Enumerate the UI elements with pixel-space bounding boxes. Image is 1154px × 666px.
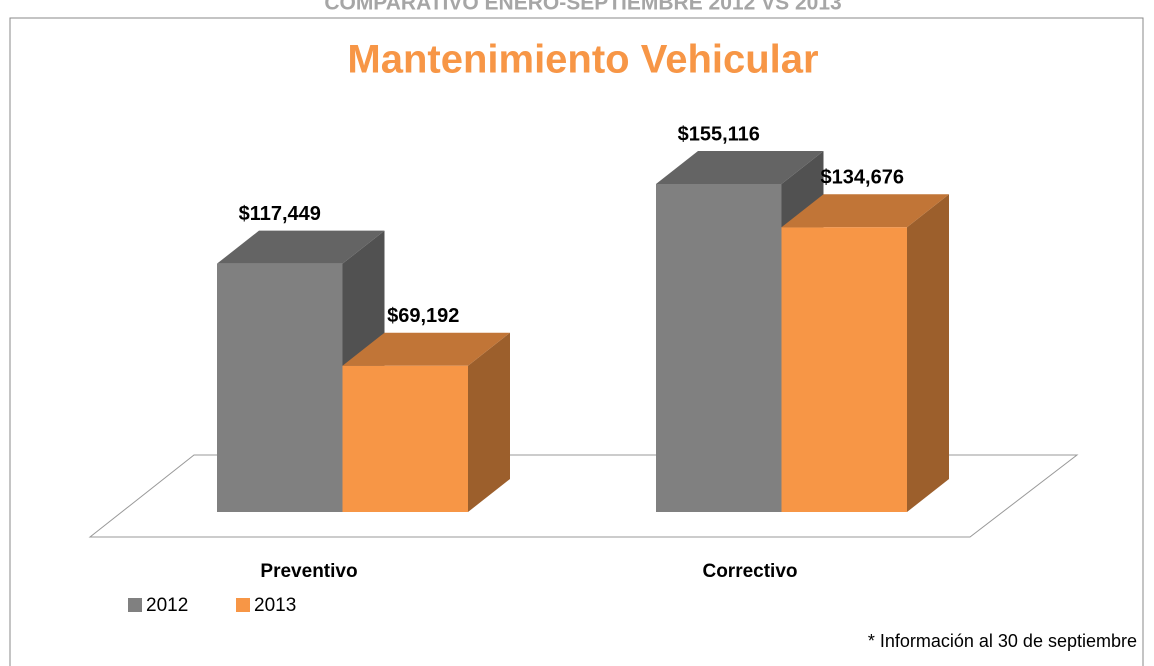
bar-front: [781, 227, 907, 513]
bar-top: [342, 332, 510, 366]
bar-top: [656, 151, 824, 184]
legend-label: 2012: [146, 595, 188, 616]
chart-subtitle: COMPARATIVO ENERO-SEPTIEMBRE 2012 VS 201…: [324, 0, 841, 15]
bar-side: [468, 332, 510, 512]
x-tick-label: Preventivo: [260, 561, 357, 582]
footnote: * Información al 30 de septiembre: [868, 631, 1137, 651]
chart-border: [9, 17, 1144, 666]
legend-swatch: [236, 598, 250, 612]
bar-front: [217, 263, 343, 512]
bar-side: [907, 194, 949, 513]
chart-title: Mantenimiento Vehicular: [347, 38, 818, 82]
bar-top: [781, 194, 949, 228]
legend-label: 2013: [254, 595, 296, 616]
bar: [781, 194, 949, 513]
bar-front: [656, 184, 782, 512]
data-label: $134,676: [821, 167, 904, 189]
data-label: $69,192: [387, 305, 459, 327]
bar-front: [342, 365, 468, 512]
data-label: $155,116: [678, 123, 760, 145]
x-tick-label: Correctivo: [702, 561, 797, 582]
legend-swatch: [128, 598, 142, 612]
bar: [342, 332, 510, 512]
data-label: $117,449: [239, 203, 321, 225]
bar-top: [217, 230, 385, 264]
